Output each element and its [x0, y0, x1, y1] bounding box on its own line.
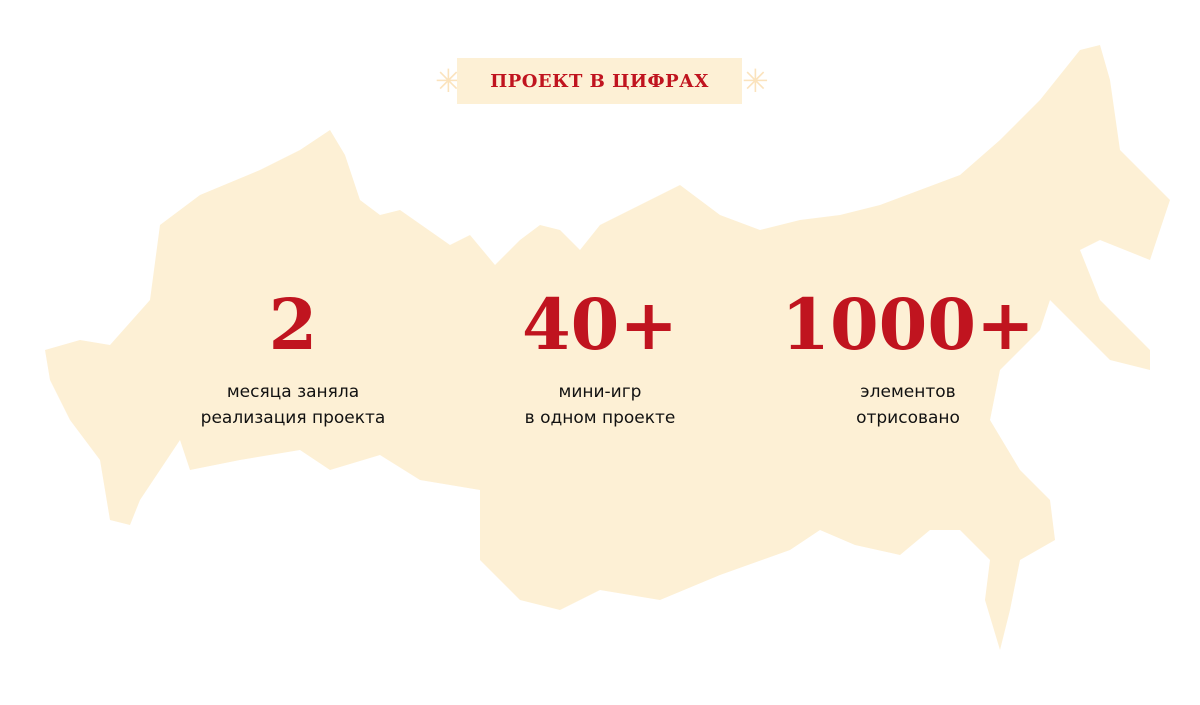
- stat-label-line1: элементов: [860, 382, 956, 402]
- stat-label-line2: реализация проекта: [200, 408, 386, 428]
- stat-months: 2 месяца заняла реализация проекта: [163, 285, 423, 431]
- stat-label-line1: месяца заняла: [226, 382, 360, 402]
- stat-value: 1000+: [781, 283, 1035, 366]
- stat-minigames: 40+ мини-игр в одном проекте: [470, 285, 730, 431]
- stat-label-line2: отрисовано: [856, 408, 960, 428]
- stat-value: 40+: [521, 283, 679, 366]
- ornament-right-icon: ✳: [742, 62, 769, 100]
- stat-elements: 1000+ элементов отрисовано: [778, 285, 1038, 431]
- stat-label-line1: мини-игр: [558, 382, 642, 402]
- stat-label-line2: в одном проекте: [524, 408, 676, 428]
- section-title: ПРОЕКТ В ЦИФРАХ: [490, 70, 709, 92]
- stat-value: 2: [268, 283, 318, 366]
- section-title-badge: ПРОЕКТ В ЦИФРАХ: [457, 58, 742, 104]
